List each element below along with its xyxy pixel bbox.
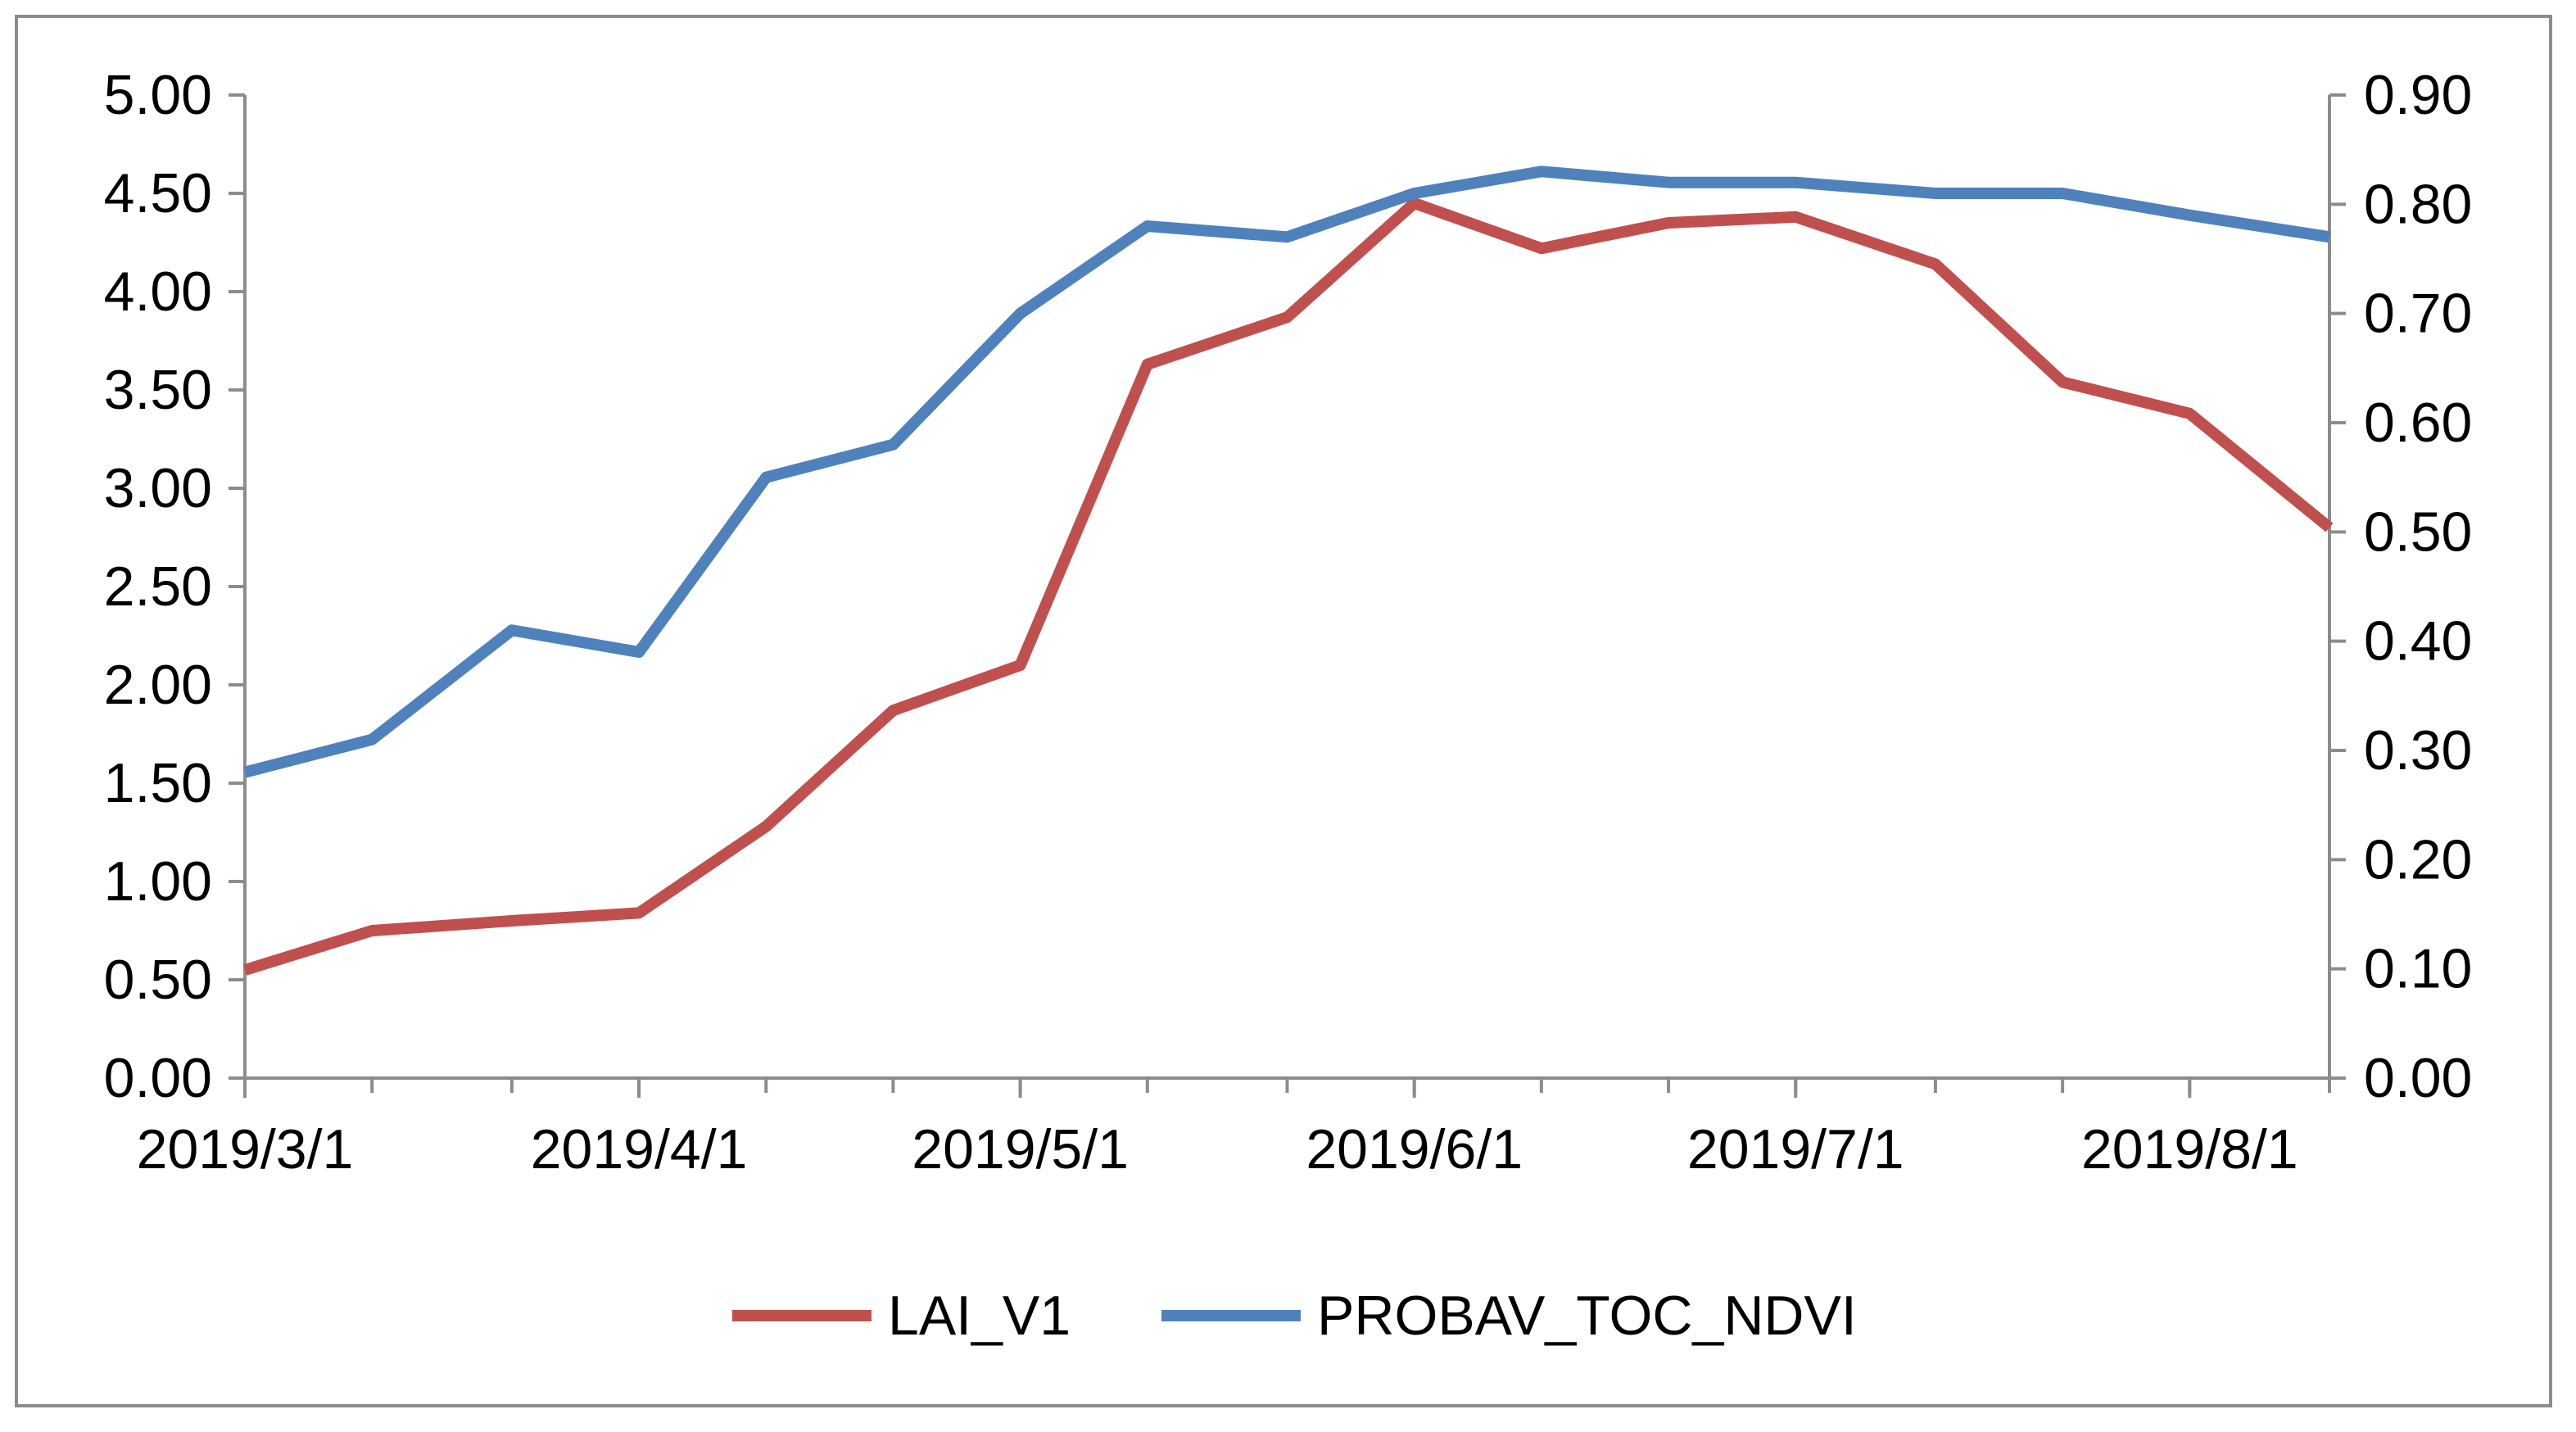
x-tick-label: 2019/5/1 — [912, 1118, 1129, 1180]
data-point-probav-toc-ndvi — [1015, 308, 1026, 319]
series-line-probav-toc-ndvi — [243, 165, 2331, 778]
right-y-tick-label: 0.70 — [2364, 283, 2472, 345]
data-point-lai-v1 — [633, 907, 645, 918]
data-point-lai-v1 — [1790, 211, 1801, 223]
left-y-tick-label: 4.50 — [104, 162, 212, 224]
data-point-probav-toc-ndvi — [887, 439, 899, 451]
x-tick-label: 2019/4/1 — [531, 1118, 748, 1180]
data-point-probav-toc-ndvi — [1282, 231, 1293, 242]
axes: 0.00 0.50 1.00 1.50 2.00 2.50 3.00 3.50 4.00 4.50… — [104, 64, 2473, 1180]
data-point-probav-toc-ndvi — [1142, 220, 1153, 232]
legend: LAI_V1 PROBAV_TOC_NDVI — [732, 1285, 1857, 1347]
data-point-probav-toc-ndvi — [1790, 177, 1801, 188]
data-point-probav-toc-ndvi — [760, 472, 772, 483]
data-point-probav-toc-ndvi — [1663, 177, 1674, 188]
data-point-lai-v1 — [1142, 359, 1153, 370]
legend-label-probav-toc-ndvi: PROBAV_TOC_NDVI — [1317, 1285, 1857, 1347]
right-y-tick-label: 0.90 — [2364, 64, 2472, 126]
data-point-lai-v1 — [887, 705, 899, 716]
x-tick-label: 2019/6/1 — [1306, 1118, 1523, 1180]
data-point-lai-v1 — [506, 915, 518, 927]
x-tick-label: 2019/3/1 — [137, 1118, 354, 1180]
data-point-probav-toc-ndvi — [2057, 188, 2068, 199]
data-point-probav-toc-ndvi — [239, 767, 251, 778]
data-point-lai-v1 — [2184, 408, 2195, 419]
data-point-lai-v1 — [1282, 311, 1293, 323]
left-y-tick-label: 2.50 — [104, 555, 212, 618]
left-y-tick-label: 0.50 — [104, 949, 212, 1011]
data-point-probav-toc-ndvi — [633, 646, 645, 658]
data-point-lai-v1 — [2324, 522, 2335, 533]
data-point-lai-v1 — [1015, 659, 1026, 671]
series-line-lai-v1 — [242, 197, 2334, 976]
right-y-tick-label: 0.60 — [2364, 392, 2472, 454]
right-y-tick-label: 0.10 — [2364, 938, 2472, 1000]
data-point-lai-v1 — [1930, 258, 1941, 270]
x-tick-label: 2019/8/1 — [2081, 1118, 2298, 1180]
data-point-probav-toc-ndvi — [2324, 231, 2335, 242]
left-y-tick-label: 0.00 — [104, 1047, 212, 1109]
series-layer — [239, 165, 2335, 976]
data-point-probav-toc-ndvi — [1409, 188, 1420, 199]
legend-label-lai-v1: LAI_V1 — [888, 1285, 1071, 1347]
left-y-tick-label: 1.00 — [104, 850, 212, 913]
data-point-lai-v1 — [366, 925, 378, 936]
right-y-tick-label: 0.30 — [2364, 719, 2472, 782]
data-point-probav-toc-ndvi — [2184, 210, 2195, 221]
right-y-tick-label: 0.80 — [2364, 173, 2472, 235]
left-y-tick-label: 5.00 — [104, 64, 212, 126]
data-point-probav-toc-ndvi — [1930, 188, 1941, 199]
left-y-tick-label: 2.00 — [104, 654, 212, 716]
data-point-probav-toc-ndvi — [1536, 165, 1547, 177]
data-point-probav-toc-ndvi — [506, 624, 518, 636]
right-y-tick-label: 0.20 — [2364, 828, 2472, 890]
data-point-lai-v1 — [239, 964, 251, 976]
left-y-tick-label: 1.50 — [104, 752, 212, 814]
right-y-tick-label: 0.50 — [2364, 501, 2472, 563]
data-point-lai-v1 — [1663, 217, 1674, 229]
data-point-probav-toc-ndvi — [366, 734, 378, 745]
left-y-tick-label: 3.00 — [104, 457, 212, 519]
x-tick-label: 2019/7/1 — [1687, 1118, 1904, 1180]
data-point-lai-v1 — [760, 821, 772, 832]
left-y-tick-label: 3.50 — [104, 359, 212, 421]
right-y-tick-label: 0.00 — [2364, 1047, 2472, 1109]
line-chart: 0.00 0.50 1.00 1.50 2.00 2.50 3.00 3.50 4.00 4.50… — [104, 64, 2473, 1347]
data-point-lai-v1 — [1536, 242, 1547, 254]
chart-frame: 0.00 0.50 1.00 1.50 2.00 2.50 3.00 3.50 4.00 4.50… — [15, 15, 2552, 1407]
right-y-tick-label: 0.40 — [2364, 610, 2472, 673]
left-y-tick-label: 4.00 — [104, 261, 212, 323]
data-point-lai-v1 — [2057, 376, 2068, 387]
